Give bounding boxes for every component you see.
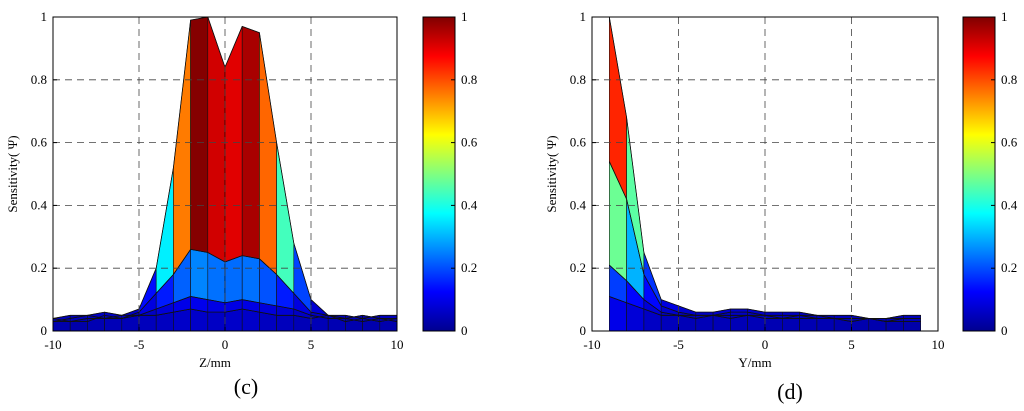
surface-patch <box>138 314 157 332</box>
colorbar-tick-label: 0.8 <box>461 72 477 87</box>
surface-patch <box>885 321 904 332</box>
x-tick-label: 10 <box>391 337 404 352</box>
y-tick-label: 0.4 <box>570 197 587 212</box>
y-tick-label: 0.2 <box>31 260 47 275</box>
x-axis-label: Z/mm <box>199 355 231 370</box>
x-tick-label: 0 <box>762 337 769 352</box>
colorbar-tick-label: 0.8 <box>1001 72 1017 87</box>
colorbar <box>962 16 996 332</box>
surface-patch <box>903 314 922 319</box>
surface-patch <box>816 318 835 332</box>
surface-patch <box>190 249 209 300</box>
colorbar-tick-label: 0 <box>1001 323 1008 338</box>
x-axis-label: Y/mm <box>738 355 771 370</box>
surface-patch <box>207 16 226 263</box>
surface-patch <box>241 255 260 304</box>
y-axis-label: Sensitivity( Ψ) <box>5 135 20 212</box>
surface-patch <box>660 314 679 332</box>
x-tick-label: -5 <box>134 337 145 352</box>
colorbar-tick-label: 0.4 <box>1001 197 1018 212</box>
x-tick-label: 0 <box>222 337 229 352</box>
y-tick-label: 0.6 <box>570 135 587 150</box>
surface-patch <box>781 318 800 332</box>
colorbar-tick-label: 0.6 <box>461 135 478 150</box>
y-tick-label: 0 <box>580 323 587 338</box>
y-tick-label: 0.2 <box>570 260 586 275</box>
surface-patch <box>903 321 922 332</box>
surface-patch <box>764 318 783 332</box>
surface-patch <box>173 308 191 332</box>
colorbar <box>422 16 456 332</box>
y-tick-label: 0.6 <box>31 135 48 150</box>
y-tick-label: 0.8 <box>570 72 586 87</box>
x-tick-label: 5 <box>308 337 315 352</box>
y-tick-label: 0 <box>41 323 48 338</box>
colorbar-tick-label: 1 <box>461 9 468 24</box>
surface-patch <box>276 142 295 294</box>
colorbar-tick-label: 0.2 <box>1001 260 1017 275</box>
surface-patch <box>695 311 714 316</box>
colorbar-tick-label: 0 <box>461 323 468 338</box>
surface-patch <box>207 311 226 332</box>
y-tick-label: 1 <box>580 9 587 24</box>
series-line <box>53 296 398 322</box>
surface-patch <box>224 308 243 332</box>
y-axis-label: Sensitivity( Ψ) <box>544 135 559 212</box>
surface-patch <box>276 314 295 332</box>
panel-label: (c) <box>234 374 258 399</box>
colorbar-tick-label: 1 <box>1001 9 1008 24</box>
surface-patch <box>903 318 922 322</box>
x-tick-label: 5 <box>848 337 855 352</box>
x-tick-label: -10 <box>44 337 61 352</box>
x-tick-label: -10 <box>583 337 600 352</box>
surface-patch <box>764 311 783 316</box>
surface-patch <box>799 318 818 332</box>
x-tick-label: -5 <box>673 337 684 352</box>
surface-patch <box>730 308 749 313</box>
y-tick-label: 0.8 <box>31 72 47 87</box>
series-line <box>52 308 398 322</box>
surface-patch <box>730 311 749 316</box>
surface-patch <box>833 314 852 319</box>
surface-patch <box>224 255 243 304</box>
surface-patch <box>155 167 174 294</box>
surface-patch <box>190 16 209 253</box>
surface-patch <box>104 311 123 319</box>
surface-patch <box>379 314 398 319</box>
colorbar-tick-label: 0.6 <box>1001 135 1018 150</box>
surface-patch <box>190 308 209 332</box>
surface-patch <box>781 311 800 316</box>
colorbar-tick-label: 0.2 <box>461 260 477 275</box>
surface-patch <box>241 308 260 332</box>
panel-label: (d) <box>777 379 803 404</box>
surface-patch <box>69 321 88 332</box>
surface-patch <box>259 32 277 275</box>
y-tick-label: 0.4 <box>31 197 48 212</box>
y-tick-label: 1 <box>41 9 48 24</box>
colorbar-tick-label: 0.4 <box>461 197 478 212</box>
x-tick-label: 10 <box>932 337 945 352</box>
